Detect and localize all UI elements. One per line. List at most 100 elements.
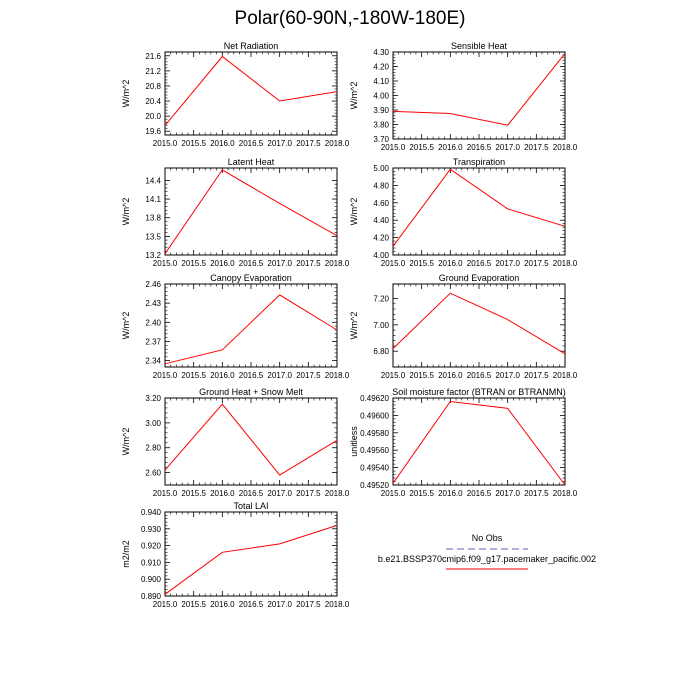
x-tick-label: 2018.0 <box>325 600 350 609</box>
x-tick-label: 2018.0 <box>553 143 578 152</box>
x-tick-label: 2016.0 <box>210 489 235 498</box>
plot-frame <box>392 283 566 368</box>
x-tick-label: 2016.5 <box>239 139 264 148</box>
x-tick-label: 2016.0 <box>438 143 463 152</box>
y-axis-label: W/m^2 <box>121 198 131 226</box>
x-tick-label: 2015.5 <box>409 259 434 268</box>
y-tick-label: 3.20 <box>145 394 161 403</box>
x-tick-label: 2017.5 <box>524 143 549 152</box>
y-tick-label: 2.43 <box>145 299 161 308</box>
y-tick-label: 0.49580 <box>360 429 389 438</box>
y-tick-label: 0.920 <box>141 542 162 551</box>
x-tick-label: 2017.0 <box>267 489 292 498</box>
x-tick-label: 2017.0 <box>267 600 292 609</box>
plot-frame <box>392 51 566 140</box>
y-tick-label: 4.30 <box>373 48 389 57</box>
y-tick-label: 0.49620 <box>360 394 389 403</box>
y-tick-label: 2.46 <box>145 280 161 289</box>
y-tick-label: 20.4 <box>145 97 161 106</box>
y-tick-label: 20.8 <box>145 82 161 91</box>
y-tick-label: 0.49560 <box>360 446 389 455</box>
series-line <box>164 55 338 126</box>
panel-title: Canopy Evaporation <box>210 273 292 283</box>
y-tick-label: 3.70 <box>373 135 389 144</box>
y-tick-label: 2.37 <box>145 337 161 346</box>
x-tick-label: 2017.5 <box>524 371 549 380</box>
y-tick-label: 4.10 <box>373 77 389 86</box>
x-tick-label: 2017.0 <box>267 139 292 148</box>
x-tick-label: 2017.0 <box>267 371 292 380</box>
y-axis-label: m2/m2 <box>121 540 131 568</box>
y-tick-label: 21.2 <box>145 67 161 76</box>
y-tick-label: 0.940 <box>141 508 162 517</box>
series-line <box>392 400 566 486</box>
y-tick-label: 19.6 <box>145 127 161 136</box>
legend-label-no-obs: No Obs <box>472 533 503 543</box>
x-tick-label: 2018.0 <box>325 371 350 380</box>
y-axis-label: unitless <box>349 426 359 457</box>
x-tick-label: 2015.0 <box>153 139 178 148</box>
y-tick-label: 0.900 <box>141 575 162 584</box>
y-tick-label: 3.90 <box>373 106 389 115</box>
legend-label-model: b.e21.BSSP370cmip6.f09_g17.pacemaker_pac… <box>378 554 596 564</box>
y-tick-label: 0.49540 <box>360 464 389 473</box>
y-tick-label: 13.5 <box>145 232 161 241</box>
series-line <box>392 53 566 126</box>
plot-frame <box>164 51 338 136</box>
chart-panel-9: Total LAI 2015.0 2015.5 2016.0 2016.5 2017.0 2… <box>121 501 350 609</box>
x-tick-label: 2016.0 <box>210 600 235 609</box>
chart-panel-5: Canopy Evaporation 2015.0 2015.5 2016.0 2016… <box>121 273 350 380</box>
x-tick-label: 2015.5 <box>181 139 206 148</box>
x-tick-label: 2017.0 <box>495 259 520 268</box>
x-tick-label: 2015.5 <box>409 371 434 380</box>
y-tick-label: 13.2 <box>145 251 161 260</box>
series-line <box>392 292 566 355</box>
y-axis-label: W/m^2 <box>349 82 359 110</box>
x-tick-label: 2016.5 <box>467 143 492 152</box>
x-tick-label: 2017.5 <box>296 489 321 498</box>
series-line <box>164 169 338 255</box>
y-tick-label: 0.930 <box>141 525 162 534</box>
x-tick-label: 2017.5 <box>524 259 549 268</box>
x-tick-label: 2016.0 <box>210 139 235 148</box>
panel-title: Latent Heat <box>228 157 275 167</box>
x-tick-label: 2016.5 <box>467 259 492 268</box>
panel-title: Net Radiation <box>224 41 279 51</box>
x-tick-label: 2017.5 <box>296 139 321 148</box>
x-tick-label: 2015.0 <box>381 489 406 498</box>
x-tick-label: 2015.0 <box>153 489 178 498</box>
x-tick-label: 2015.5 <box>181 489 206 498</box>
chart-panel-7: Ground Heat + Snow Melt 2015.0 2015.5 2016.… <box>121 387 350 498</box>
y-tick-label: 21.6 <box>145 52 161 61</box>
x-tick-label: 2015.5 <box>181 600 206 609</box>
y-axis-label: W/m^2 <box>121 80 131 108</box>
panel-title: Ground Heat + Snow Melt <box>199 387 303 397</box>
y-tick-label: 14.1 <box>145 195 161 204</box>
x-tick-label: 2015.0 <box>381 371 406 380</box>
x-tick-label: 2015.0 <box>153 259 178 268</box>
panel-title: Total LAI <box>233 501 268 511</box>
x-tick-label: 2018.0 <box>553 259 578 268</box>
x-tick-label: 2018.0 <box>553 489 578 498</box>
x-tick-label: 2016.5 <box>467 489 492 498</box>
panel-title: Transpiration <box>453 157 505 167</box>
plot-frame <box>164 167 338 256</box>
x-tick-label: 2016.0 <box>210 259 235 268</box>
y-tick-label: 0.49520 <box>360 481 389 490</box>
x-tick-label: 2018.0 <box>553 371 578 380</box>
x-tick-label: 2017.0 <box>267 259 292 268</box>
x-tick-label: 2017.5 <box>296 371 321 380</box>
y-tick-label: 20.0 <box>145 112 161 121</box>
x-tick-label: 2015.0 <box>381 259 406 268</box>
x-tick-label: 2017.5 <box>524 489 549 498</box>
y-tick-label: 2.34 <box>145 357 161 366</box>
x-tick-label: 2015.0 <box>381 143 406 152</box>
chart-panel-6: Ground Evaporation 2015.0 2015.5 2016.0 2016… <box>349 273 578 380</box>
y-tick-label: 6.80 <box>373 347 389 356</box>
x-tick-label: 2016.5 <box>239 489 264 498</box>
y-tick-label: 2.40 <box>145 318 161 327</box>
